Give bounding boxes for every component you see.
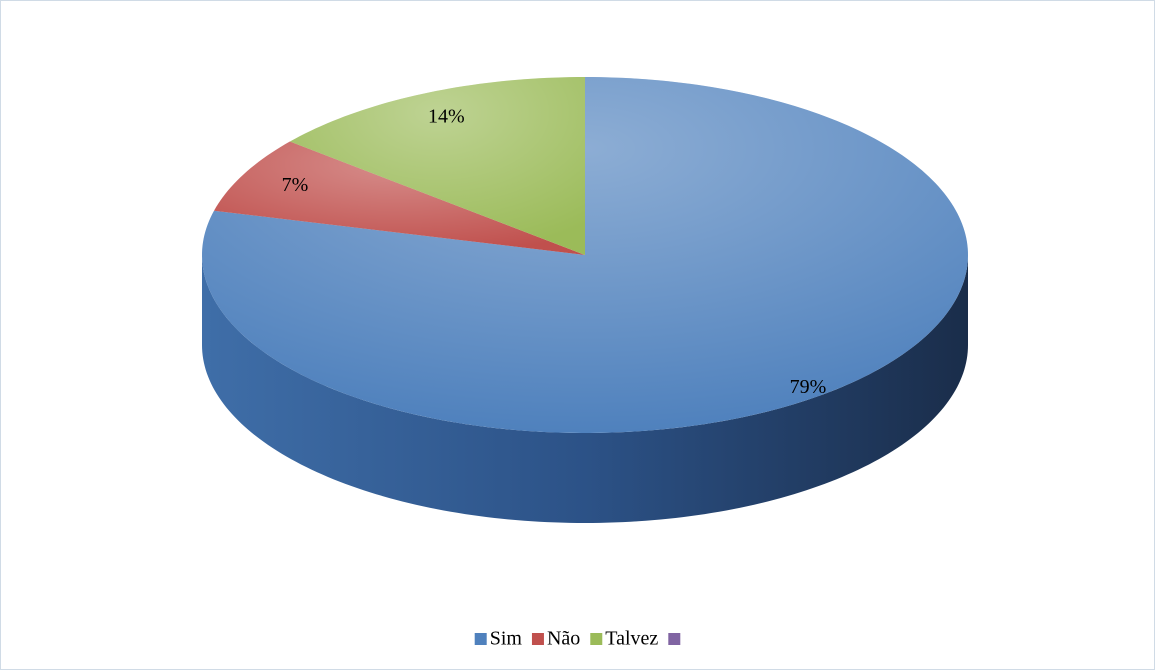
legend-item [668,633,681,645]
legend-swatch [531,633,544,645]
legend-item: Não [531,628,580,650]
legend-swatch [668,633,681,645]
slice-shine [202,77,968,433]
legend-label: Sim [490,628,523,650]
legend-label: Não [547,628,580,650]
data-label: 14% [428,106,465,128]
data-label: 7% [282,174,309,196]
slice-shine [214,141,585,255]
legend-swatch [474,633,487,645]
legend-item: Talvez [590,628,658,650]
slice-shine [289,77,585,255]
data-label: 79% [790,376,827,398]
legend-item: Sim [474,628,523,650]
legend: Sim Não Talvez [474,628,681,650]
legend-swatch [590,633,603,645]
pie: 79% 7% 14% [202,77,968,523]
legend-label: Talvez [605,628,658,650]
slice-side [202,255,968,523]
